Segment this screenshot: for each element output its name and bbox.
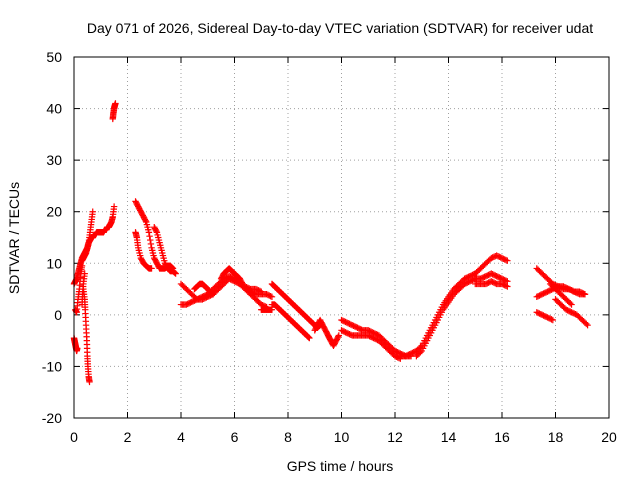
series-outlier — [109, 100, 119, 123]
y-tick-label: 40 — [46, 101, 62, 117]
data-point — [81, 270, 88, 277]
data-point — [583, 320, 590, 328]
data-point — [305, 334, 312, 341]
series-hump-c — [151, 223, 179, 277]
data-point — [584, 321, 591, 329]
y-axis-label: SDTVAR / TECUs — [6, 182, 22, 294]
series-hump-b — [132, 229, 155, 272]
data-points — [70, 100, 591, 386]
y-tick-label: 0 — [54, 307, 62, 323]
x-tick-label: 2 — [124, 429, 132, 445]
y-tick-label: -20 — [42, 410, 62, 426]
data-point — [172, 270, 179, 277]
data-point — [504, 278, 511, 285]
series-early-drop-2 — [78, 270, 88, 308]
data-point — [268, 293, 276, 301]
data-point — [267, 292, 274, 300]
series-mid-10 — [324, 332, 343, 349]
x-tick-label: 12 — [387, 429, 403, 445]
grid — [74, 57, 609, 418]
series-mid-7 — [268, 301, 313, 342]
series-late-c — [472, 270, 511, 285]
data-point — [110, 203, 118, 210]
series-late-a — [472, 252, 511, 277]
y-tick-label: 30 — [46, 152, 62, 168]
data-point — [306, 334, 313, 342]
data-point — [147, 240, 155, 248]
data-point — [171, 269, 179, 277]
series-early-main — [70, 203, 118, 288]
data-point — [238, 279, 246, 286]
data-point — [581, 291, 589, 298]
data-point — [549, 316, 557, 324]
series-end-d — [552, 296, 591, 329]
x-tick-label: 18 — [548, 429, 564, 445]
data-point — [335, 332, 343, 339]
y-tick-label: 20 — [46, 204, 62, 220]
data-point — [334, 333, 342, 340]
data-point — [74, 345, 81, 352]
data-point — [209, 291, 217, 298]
y-tick-label: -10 — [42, 358, 62, 374]
data-point — [304, 333, 312, 340]
x-tick-label: 0 — [70, 429, 78, 445]
x-tick-label: 6 — [231, 429, 239, 445]
data-point — [268, 306, 276, 313]
x-tick-label: 14 — [441, 429, 457, 445]
data-point — [209, 290, 216, 297]
data-point — [502, 277, 510, 284]
data-point — [548, 316, 555, 323]
series-mid-3 — [191, 280, 217, 298]
series-mid-2 — [177, 272, 270, 311]
plot-border — [73, 56, 610, 419]
data-point — [502, 256, 510, 264]
data-point — [145, 229, 153, 236]
data-point — [142, 217, 149, 224]
data-point — [112, 100, 119, 107]
x-axis-label: GPS time / hours — [287, 458, 394, 474]
data-point — [147, 236, 154, 244]
data-point — [78, 262, 86, 270]
series-mid-9 — [311, 316, 334, 344]
series-mid-4 — [217, 265, 246, 288]
axis-ticks: 0 2 4 6 8 10 12 14 16 18 20 -20 -10 0 10 20 30 40 50 — [42, 49, 617, 445]
data-point — [89, 208, 96, 215]
series-end-e — [546, 280, 575, 308]
x-tick-label: 16 — [494, 429, 510, 445]
data-point — [239, 280, 246, 288]
series-early-main-2 — [78, 208, 96, 264]
data-point — [148, 265, 155, 272]
x-tick-label: 20 — [601, 429, 617, 445]
data-point — [171, 269, 178, 276]
series-early-neg — [70, 334, 81, 355]
chart-title: Day 071 of 2026, Sidereal Day-to-day VTE… — [87, 20, 593, 36]
data-point — [146, 233, 153, 240]
y-tick-label: 10 — [46, 255, 62, 271]
data-point — [504, 257, 511, 264]
data-point — [86, 378, 93, 386]
x-tick-label: 4 — [177, 429, 185, 445]
series-mid-8 — [258, 306, 276, 313]
x-tick-label: 10 — [334, 429, 350, 445]
y-tick-label: 50 — [46, 49, 62, 65]
data-point — [208, 289, 215, 297]
data-point — [568, 301, 575, 308]
series-gap-d — [413, 275, 479, 360]
data-point — [417, 349, 424, 356]
series-end-c — [533, 309, 557, 324]
series-gap-b — [338, 327, 404, 362]
data-point — [153, 227, 160, 235]
data-point — [567, 300, 574, 307]
x-tick-label: 8 — [284, 429, 292, 445]
series-mid-5 — [244, 285, 276, 301]
